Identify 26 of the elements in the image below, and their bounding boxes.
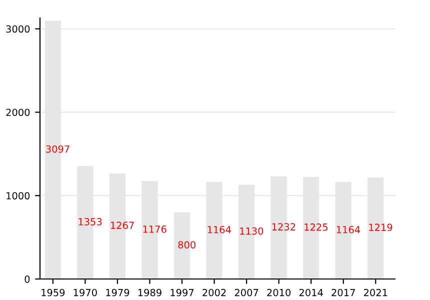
x-tick-label: 1997 [170,288,194,296]
x-tick-label: 1959 [42,288,65,296]
data-label: 1164 [336,226,360,234]
x-tick-label: 2014 [299,288,323,296]
x-tick-label: 1970 [74,288,97,296]
x-tick-label: 1989 [138,288,162,296]
y-tick-label: 2000 [6,108,30,116]
data-label: 1130 [240,227,264,235]
y-tick-label: 1000 [6,192,30,200]
data-label: 3097 [46,145,70,153]
x-tick-label: 2010 [267,288,291,296]
x-tick-label: 2017 [332,288,355,296]
data-label: 800 [178,241,196,248]
y-tick-label: 3000 [6,25,30,33]
x-tick-label: 2021 [364,288,388,296]
data-label: 1164 [208,226,231,234]
x-tick-label: 1979 [106,288,130,296]
data-label: 1219 [369,224,392,231]
x-tick-label: 2007 [234,288,258,296]
data-label: 1353 [78,218,102,226]
x-tick-label: 2002 [202,288,226,296]
data-label: 1225 [304,223,328,231]
data-label: 1176 [143,225,166,233]
data-label: 1267 [110,222,134,229]
data-label: 1232 [272,223,296,230]
y-tick-label: 0 [24,275,30,283]
